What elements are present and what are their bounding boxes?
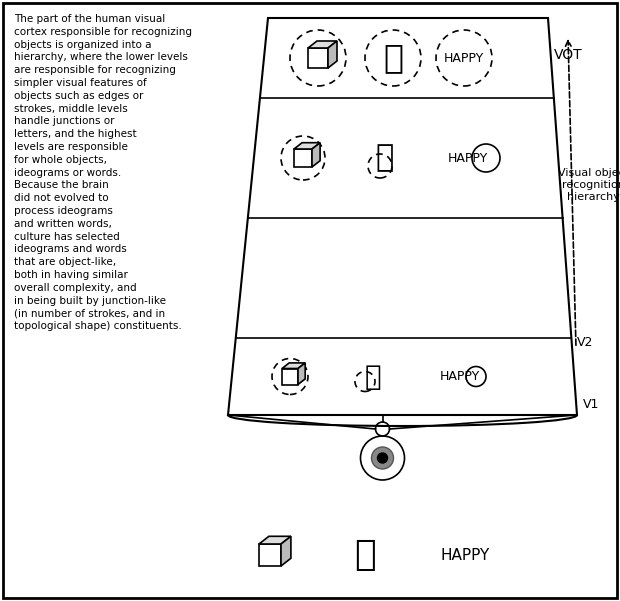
- Polygon shape: [294, 142, 320, 149]
- Text: V2: V2: [577, 337, 594, 350]
- Polygon shape: [259, 544, 281, 566]
- Circle shape: [371, 447, 394, 469]
- Text: HAPPY: HAPPY: [440, 370, 480, 383]
- Text: HAPPY: HAPPY: [444, 52, 484, 64]
- Text: 星: 星: [383, 41, 403, 75]
- Polygon shape: [308, 48, 328, 68]
- Text: HAPPY: HAPPY: [448, 151, 488, 165]
- Polygon shape: [282, 368, 298, 385]
- Polygon shape: [312, 142, 320, 167]
- Text: VOT: VOT: [554, 48, 583, 62]
- Text: V1: V1: [583, 398, 600, 412]
- Text: Visual object
recognition
hierarchy: Visual object recognition hierarchy: [558, 168, 620, 201]
- Polygon shape: [308, 41, 337, 48]
- Polygon shape: [298, 363, 305, 385]
- Polygon shape: [228, 18, 577, 415]
- Polygon shape: [328, 41, 337, 68]
- Text: HAPPY: HAPPY: [440, 548, 490, 563]
- Circle shape: [378, 453, 388, 463]
- Polygon shape: [294, 149, 312, 167]
- Text: The part of the human visual
cortex responsible for recognizing
objects is organ: The part of the human visual cortex resp…: [14, 14, 192, 331]
- Polygon shape: [259, 536, 291, 544]
- Polygon shape: [282, 363, 305, 368]
- Text: 星: 星: [365, 362, 381, 391]
- Text: 星: 星: [376, 144, 394, 172]
- Text: 星: 星: [354, 538, 376, 572]
- Polygon shape: [281, 536, 291, 566]
